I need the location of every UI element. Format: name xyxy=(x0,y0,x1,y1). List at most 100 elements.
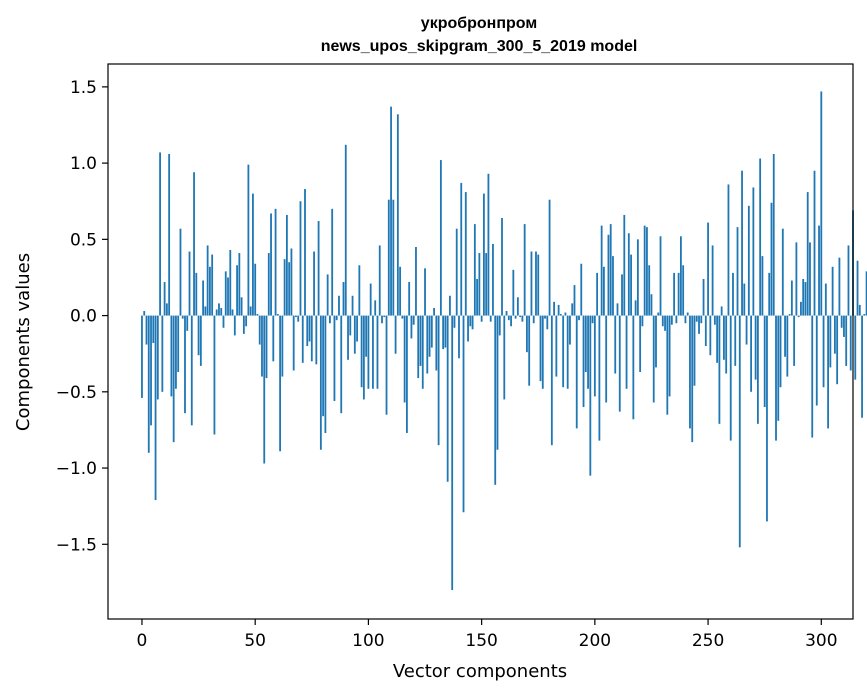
bar-135 xyxy=(446,315,449,482)
bar-258 xyxy=(725,315,728,374)
bar-119 xyxy=(410,315,413,339)
bar-281 xyxy=(777,315,780,421)
bar-263 xyxy=(736,227,739,316)
x-tick-label: 300 xyxy=(805,631,837,651)
bar-195 xyxy=(582,315,585,408)
bar-24 xyxy=(195,272,198,316)
bar-174 xyxy=(535,251,537,316)
bar-290 xyxy=(797,315,800,318)
bar-178 xyxy=(544,315,546,319)
bar-47 xyxy=(247,164,250,316)
bar-142 xyxy=(462,315,465,513)
bar-35 xyxy=(220,307,223,316)
bar-172 xyxy=(530,251,533,316)
bar-245 xyxy=(695,315,698,322)
bar-303 xyxy=(827,315,829,429)
bar-130 xyxy=(435,315,438,371)
bar-215 xyxy=(627,233,630,316)
bar-165 xyxy=(514,315,517,319)
bar-94 xyxy=(353,315,356,354)
bar-5 xyxy=(152,315,155,344)
bar-53 xyxy=(261,315,263,377)
bar-285 xyxy=(786,315,789,377)
bar-274 xyxy=(761,256,764,316)
bar-10 xyxy=(163,282,166,316)
bar-55 xyxy=(265,315,268,379)
bar-75 xyxy=(310,315,313,362)
bar-145 xyxy=(469,315,472,327)
bar-128 xyxy=(430,315,433,348)
bar-246 xyxy=(698,315,700,334)
bar-161 xyxy=(505,311,508,316)
bar-267 xyxy=(745,315,748,345)
bar-238 xyxy=(679,236,682,316)
bar-222 xyxy=(643,225,646,316)
bar-272 xyxy=(756,315,759,424)
bar-101 xyxy=(369,283,372,316)
bar-147 xyxy=(473,224,476,316)
bar-104 xyxy=(376,315,379,389)
bar-262 xyxy=(734,315,737,366)
bar-16 xyxy=(177,315,180,372)
bar-64 xyxy=(285,214,288,316)
bar-57 xyxy=(270,213,272,316)
bar-40 xyxy=(231,309,234,316)
bar-62 xyxy=(281,315,284,377)
bar-310 xyxy=(843,315,845,337)
bar-226 xyxy=(652,315,655,403)
bar-139 xyxy=(455,228,458,316)
bar-260 xyxy=(729,315,732,441)
bar-282 xyxy=(779,315,782,388)
bar-230 xyxy=(661,315,664,327)
bar-286 xyxy=(788,314,791,316)
bar-175 xyxy=(537,254,540,316)
bar-181 xyxy=(550,315,553,446)
bar-164 xyxy=(512,269,515,316)
bar-251 xyxy=(709,315,712,356)
bar-231 xyxy=(664,315,666,331)
x-tick-label: 0 xyxy=(137,631,148,651)
bar-125 xyxy=(424,268,426,316)
bar-292 xyxy=(802,278,805,316)
bar-29 xyxy=(206,245,209,316)
bar-41 xyxy=(233,315,236,336)
bar-255 xyxy=(718,315,721,424)
bar-301 xyxy=(822,315,825,388)
y-tick-label: 1.0 xyxy=(70,154,97,174)
bar-167 xyxy=(519,315,522,318)
y-axis-ticks: 1.5 1.0 0.5 0.0 −0.5 −1.0 −1.5 xyxy=(56,78,108,555)
bar-316 xyxy=(856,260,859,316)
bar-307 xyxy=(836,315,839,385)
bar-240 xyxy=(684,315,687,324)
bar-110 xyxy=(390,106,392,316)
bar-305 xyxy=(831,266,834,316)
bar-89 xyxy=(342,282,345,316)
bar-313 xyxy=(849,315,852,371)
bar-108 xyxy=(385,315,388,415)
bar-265 xyxy=(741,170,743,316)
bar-86 xyxy=(335,315,338,321)
bar-297 xyxy=(813,170,816,316)
bar-137 xyxy=(451,315,454,591)
bar-299 xyxy=(818,225,820,316)
x-tick-label: 200 xyxy=(579,631,611,651)
bar-220 xyxy=(639,315,642,372)
bar-213 xyxy=(623,214,626,316)
bar-70 xyxy=(299,201,302,316)
bar-117 xyxy=(406,315,408,433)
bar-134 xyxy=(444,315,447,348)
x-tick-label: 50 xyxy=(244,631,266,651)
bar-151 xyxy=(482,193,485,316)
x-tick-label: 250 xyxy=(692,631,724,651)
bar-43 xyxy=(238,253,241,316)
bar-3 xyxy=(147,315,150,453)
bar-68 xyxy=(295,315,297,318)
bar-298 xyxy=(815,315,818,406)
bar-22 xyxy=(190,315,193,426)
bar-223 xyxy=(646,227,648,316)
bar-287 xyxy=(790,280,793,316)
bar-7 xyxy=(156,315,159,400)
bar-140 xyxy=(458,315,460,359)
bar-289 xyxy=(795,242,798,316)
